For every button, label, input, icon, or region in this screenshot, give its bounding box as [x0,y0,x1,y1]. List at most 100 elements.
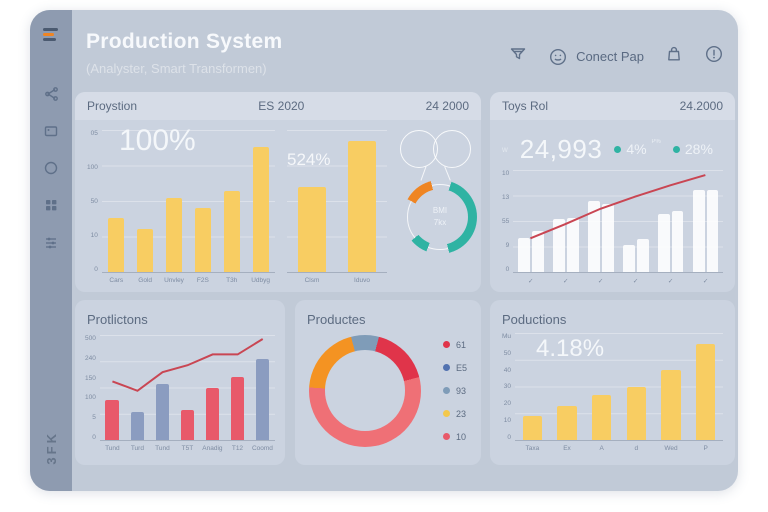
x-tick-label: T5T [181,445,194,452]
gauge-chart: BMI 7kx [403,180,477,254]
y-tick-label: 40 [503,366,512,374]
panel-toys-title: Toys Rol [502,99,549,113]
x-axis: Clsm Iduvo [287,273,387,286]
x-tick-label: Iduvo [354,277,370,284]
x-tick-label: Tund [105,445,120,452]
x-tick-label: Cars [109,277,124,284]
plot-area [287,130,387,273]
x-tick-label: ✓ [597,278,604,285]
app-window: 3FK Production System (Analyster, Smart … [30,10,738,491]
bar [592,395,612,440]
stat-28-percent: 28% [672,141,713,157]
bar [522,416,542,440]
bar-group [584,333,619,440]
info-icon[interactable] [704,44,724,69]
sidebar-vertical-label: 3FK [43,431,59,465]
page-subtitle: (Analyster, Smart Transformen) [86,61,267,76]
legend-dot [442,410,450,417]
y-tick-label: 10 [90,232,98,239]
x-tick-label: P [703,445,708,452]
bar-group [217,130,246,272]
panel-poductions-title: Poductions [502,312,567,327]
legend-item: 93 [442,385,467,396]
legend-item: 61 [442,340,467,350]
x-tick-label: ✓ [632,278,639,285]
sidebar: 3FK [30,10,72,491]
panel-production-range[interactable]: 24 2000 [425,99,469,113]
legend-label: 23 [455,408,466,419]
bar-group [100,335,125,440]
page-title: Production System [86,30,283,53]
bar-group [102,130,131,272]
y-tick-label: 100 [87,164,98,171]
bar [626,386,646,440]
y-tick-label: 9 [505,242,510,249]
donut-legend: 61 E5 93 23 10 [442,340,467,442]
bag-icon[interactable] [664,44,684,69]
donut-chart [309,334,421,447]
bar-group [515,333,550,440]
image-icon[interactable] [42,122,60,140]
plot-area [101,130,275,273]
bar [108,218,125,272]
bar-group [250,335,275,440]
connector-line [420,166,427,181]
settings-sliders-icon[interactable] [42,233,60,251]
x-axis: Tund Turd Tund T5T Anadig T12 Coomd [100,441,275,454]
share-icon[interactable] [42,85,60,103]
header-actions: Conect Pap [508,44,724,69]
legend-item: E5 [442,362,467,373]
bar-group [654,333,689,440]
bar [601,203,614,272]
panel-production-title: Proystion [87,99,138,113]
x-tick-label: Wed [664,445,678,452]
stat-value: 28% [684,141,713,157]
panel-toys-range[interactable]: 24.2000 [679,99,723,113]
kpi-prefix: w [502,144,508,154]
bar-group [160,130,189,272]
connector-line [444,166,451,181]
bar [194,208,211,272]
y-tick-label: 150 [85,374,96,382]
app-logo [43,28,59,41]
filter-icon[interactable] [508,44,528,69]
legend-dot [442,364,450,371]
y-tick-label: 55 [502,218,510,225]
x-tick-label: Ex [563,445,571,452]
panel-production-period[interactable]: ES 2020 [258,99,305,113]
productions-bar-line-chart: 500 240 150 100 5 0 Tund Turd Tund T5T Anadig T12 Co… [75,327,285,460]
bar [557,405,577,440]
bar [552,218,565,272]
y-tick-label: 500 [85,335,96,342]
x-tick-label: Turd [130,445,144,452]
toys-bar-line-chart: 10 13 55 9 0 ✓ ✓ ✓ ✓ ✓ ✓ [502,170,723,286]
teal-dot-icon [614,145,622,153]
y-tick-label: 13 [502,194,510,201]
bars [515,333,723,440]
x-tick-label: Unvley [164,277,184,284]
y-tick-label: 05 [90,130,98,137]
y-tick-label: 100 [85,394,96,402]
bars [102,130,275,272]
circle-icon[interactable] [42,159,60,177]
legend-label: E5 [455,362,467,373]
x-axis: ✓ ✓ ✓ ✓ ✓ ✓ [513,273,723,286]
x-tick-label: Coomd [251,445,273,452]
y-tick-label: 10 [503,417,512,425]
x-tick-label: Taxa [525,445,540,452]
x-tick-label: Anadig [202,445,223,452]
bar-group [548,170,583,272]
teal-dot-icon [672,145,680,153]
logo-bar [43,28,58,31]
x-tick-label: Clsm [304,277,320,284]
grid-icon[interactable] [42,196,60,214]
y-tick-label: 5 [92,414,96,422]
y-axis: 10 13 55 9 0 [502,170,509,273]
connect-menu[interactable]: Conect Pap [548,47,644,67]
legend-label: 93 [455,385,466,396]
kpi-418-percent: 4.18% [536,335,605,362]
y-axis: 05 100 50 10 0 [87,130,98,273]
bar [622,245,635,272]
x-tick-label: ✓ [527,278,534,285]
